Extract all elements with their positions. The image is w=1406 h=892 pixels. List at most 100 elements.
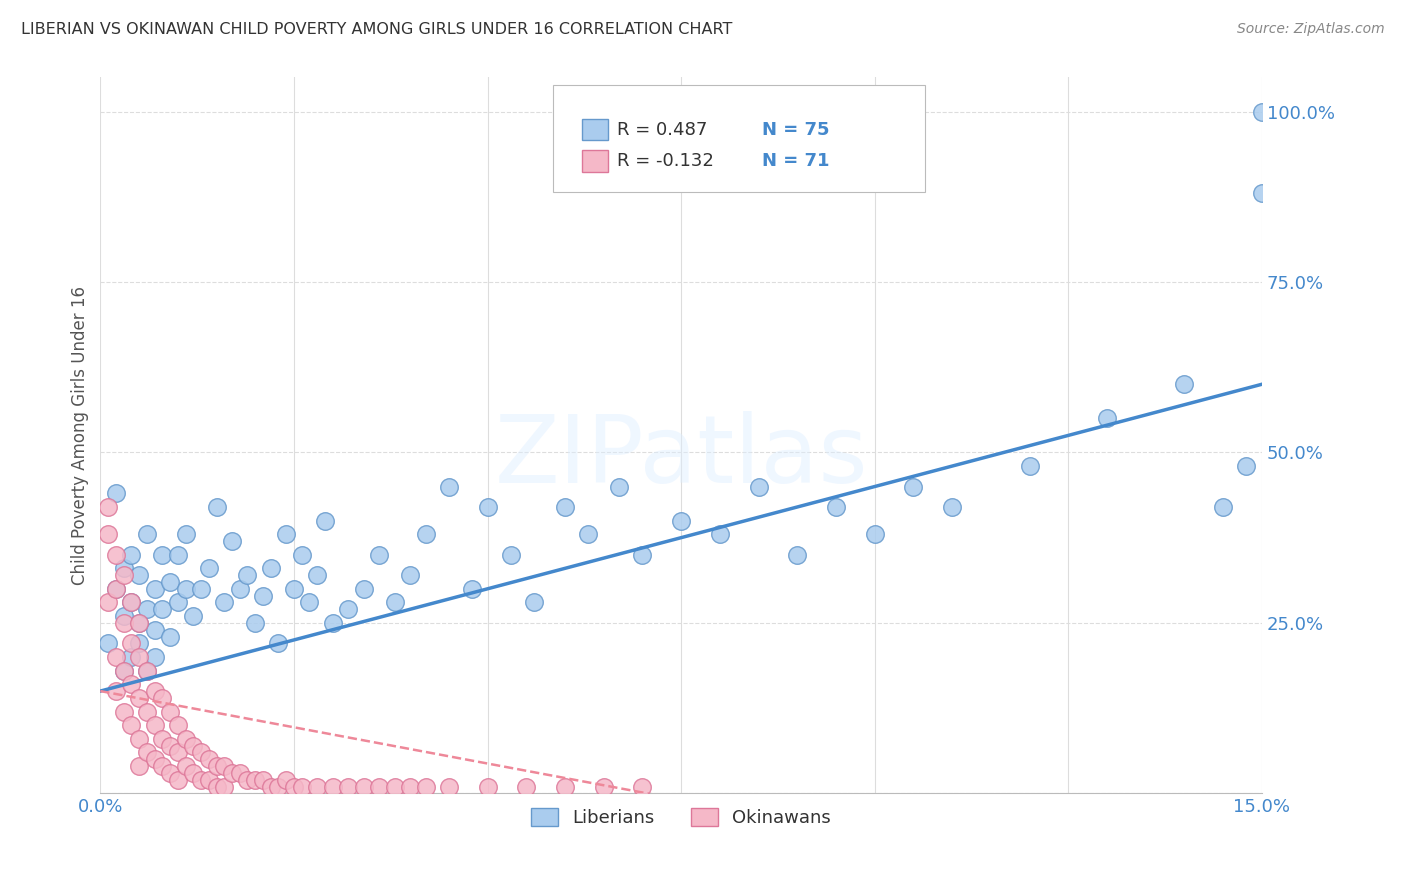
Point — [120, 636, 142, 650]
Point — [97, 595, 120, 609]
Point — [143, 684, 166, 698]
Point — [276, 527, 298, 541]
Point — [260, 780, 283, 794]
Point — [135, 705, 157, 719]
Point — [128, 731, 150, 746]
Point — [415, 527, 437, 541]
Point — [1234, 459, 1257, 474]
Point — [181, 609, 204, 624]
Point — [112, 664, 135, 678]
Point — [307, 568, 329, 582]
Point — [112, 568, 135, 582]
Point — [205, 780, 228, 794]
Point — [415, 780, 437, 794]
Point — [143, 623, 166, 637]
Point — [143, 752, 166, 766]
Point — [212, 595, 235, 609]
Point — [190, 772, 212, 787]
Point — [384, 780, 406, 794]
Point — [112, 609, 135, 624]
Y-axis label: Child Poverty Among Girls Under 16: Child Poverty Among Girls Under 16 — [72, 286, 89, 585]
Point — [97, 636, 120, 650]
Point — [245, 772, 267, 787]
Point — [399, 780, 422, 794]
Point — [143, 718, 166, 732]
Point — [252, 772, 274, 787]
Point — [159, 705, 181, 719]
Point — [166, 595, 188, 609]
Point — [1251, 186, 1274, 201]
Point — [368, 548, 391, 562]
Text: LIBERIAN VS OKINAWAN CHILD POVERTY AMONG GIRLS UNDER 16 CORRELATION CHART: LIBERIAN VS OKINAWAN CHILD POVERTY AMONG… — [21, 22, 733, 37]
Point — [159, 574, 181, 589]
Point — [245, 615, 267, 630]
Point — [221, 765, 243, 780]
Legend: Liberians, Okinawans: Liberians, Okinawans — [524, 801, 838, 834]
Point — [523, 595, 546, 609]
Point — [399, 568, 422, 582]
Point — [592, 780, 614, 794]
Point — [322, 780, 344, 794]
Point — [174, 759, 197, 773]
Point — [212, 759, 235, 773]
Point — [205, 500, 228, 514]
Point — [267, 780, 290, 794]
Point — [150, 759, 173, 773]
Point — [128, 759, 150, 773]
Point — [236, 772, 259, 787]
Point — [97, 500, 120, 514]
Text: R = -0.132: R = -0.132 — [617, 153, 714, 170]
Point — [128, 690, 150, 705]
Point — [190, 746, 212, 760]
Point — [353, 582, 375, 596]
Point — [337, 780, 360, 794]
Point — [135, 746, 157, 760]
Point — [260, 561, 283, 575]
Point — [143, 650, 166, 665]
Point — [143, 582, 166, 596]
Point — [515, 780, 537, 794]
Point — [291, 780, 314, 794]
Point — [212, 780, 235, 794]
Point — [298, 595, 321, 609]
Point — [166, 746, 188, 760]
Point — [353, 780, 375, 794]
Point — [554, 780, 576, 794]
Point — [283, 780, 305, 794]
Point — [554, 500, 576, 514]
Point — [166, 718, 188, 732]
Point — [174, 731, 197, 746]
Point — [1251, 104, 1274, 119]
Point — [181, 739, 204, 753]
Point — [368, 780, 391, 794]
Point — [112, 561, 135, 575]
Point — [1018, 459, 1040, 474]
Point — [1095, 411, 1118, 425]
Point — [229, 765, 252, 780]
Point — [135, 602, 157, 616]
Text: Source: ZipAtlas.com: Source: ZipAtlas.com — [1237, 22, 1385, 37]
Text: N = 75: N = 75 — [762, 120, 830, 138]
Point — [104, 684, 127, 698]
Point — [631, 548, 654, 562]
Point — [150, 690, 173, 705]
Point — [150, 731, 173, 746]
Point — [205, 759, 228, 773]
Point — [314, 514, 336, 528]
Point — [150, 548, 173, 562]
Point — [197, 772, 219, 787]
Point — [941, 500, 963, 514]
Point — [197, 752, 219, 766]
Point — [150, 602, 173, 616]
Point — [863, 527, 886, 541]
Point — [120, 595, 142, 609]
Point — [477, 780, 499, 794]
Point — [135, 664, 157, 678]
Point — [104, 650, 127, 665]
Point — [709, 527, 731, 541]
FancyBboxPatch shape — [582, 151, 607, 172]
Text: R = 0.487: R = 0.487 — [617, 120, 707, 138]
Point — [128, 636, 150, 650]
Point — [97, 527, 120, 541]
Point — [120, 595, 142, 609]
